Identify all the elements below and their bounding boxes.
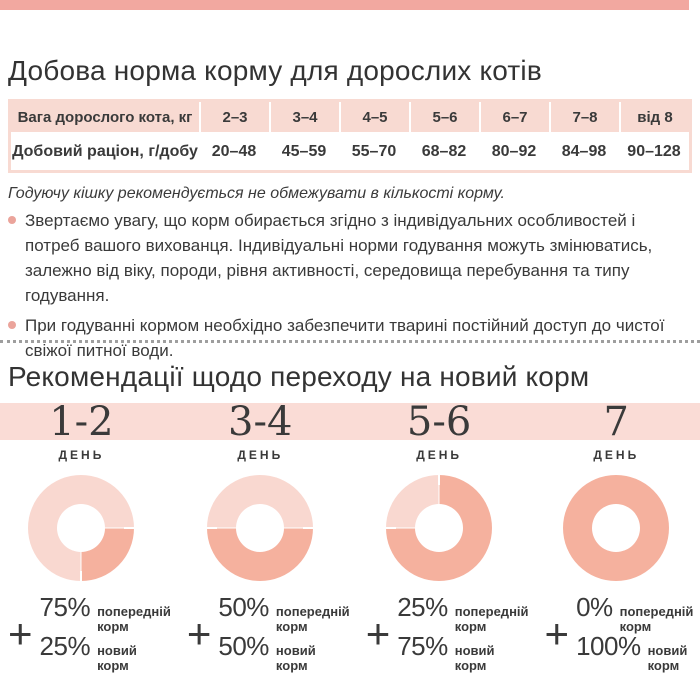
donut-hole: [57, 504, 106, 552]
list-item: При годуванні кормом необхідно забезпечи…: [8, 313, 694, 363]
donut-hole: [236, 504, 285, 552]
day-word: ДЕНЬ: [416, 448, 463, 462]
table-header-range: 2–3: [199, 102, 269, 134]
day-range: 1-2: [49, 399, 114, 445]
feeding-norm-table: Вага дорослого кота, кг 2–3 3–4 4–5 5–6 …: [8, 99, 692, 173]
plus-icon: +: [365, 610, 391, 657]
table-row-label: Добовий раціон, г/добу: [11, 134, 199, 170]
old-food-pct: 25%: [397, 592, 448, 622]
new-food-label: новий корм: [97, 643, 137, 673]
plus-icon: +: [544, 610, 570, 657]
table-cell-ration: 68–82: [409, 134, 479, 170]
table-header-range: від 8: [619, 102, 689, 134]
old-food-label: попередній корм: [454, 604, 529, 634]
section-title-daily-norm: Добова норма корму для дорослих котів: [8, 55, 542, 86]
donut-chart-day5-6: [386, 475, 493, 581]
day-band: [0, 403, 700, 440]
new-food-pct: 100%: [576, 631, 641, 661]
day-range: 3-4: [228, 399, 293, 445]
new-food-pct: 75%: [397, 631, 448, 661]
transition-step-4: 7 ДЕНЬ + 0% попередній корм 100% новий кор…: [529, 399, 700, 673]
mix-ratio: + 0% попередній корм 100% новий корм: [544, 592, 700, 673]
table-cell-ration: 45–59: [269, 134, 339, 170]
table-header-weight: Вага дорослого кота, кг: [11, 102, 199, 134]
bullet-dot-icon: [8, 216, 16, 224]
old-food-label: попередній корм: [97, 604, 171, 634]
day-word: ДЕНЬ: [237, 448, 284, 462]
table-header-range: 3–4: [269, 102, 339, 134]
top-accent-bar: [0, 0, 689, 10]
donut-chart-day7: [563, 475, 670, 581]
old-food-pct: 0%: [576, 592, 613, 622]
table-header-range: 4–5: [339, 102, 409, 134]
day-range: 7: [603, 399, 629, 445]
table-header-range: 6–7: [479, 102, 549, 134]
day-word: ДЕНЬ: [58, 448, 105, 462]
donut-hole: [415, 504, 464, 552]
transition-step-1: 1-2 ДЕНЬ + 75% попередній корм 25% новий к…: [0, 399, 171, 673]
plus-icon: +: [186, 610, 212, 657]
donut-chart-day1-2: [28, 475, 135, 581]
old-food-pct: 75%: [39, 592, 91, 622]
table-header-range: 7–8: [549, 102, 619, 134]
transition-steps: 1-2 ДЕНЬ + 75% попередній корм 25% новий к…: [0, 399, 700, 673]
nursing-cat-note: Годуючу кішку рекомендується не обмежува…: [8, 185, 505, 202]
table-cell-ration: 84–98: [549, 134, 619, 170]
transition-step-2: 3-4 ДЕНЬ + 50% попередній корм 50% новий к…: [171, 399, 350, 673]
new-food-label: новий корм: [647, 643, 688, 673]
mix-ratio: + 75% попередній корм 25% новий корм: [8, 592, 171, 673]
donut-hole: [592, 504, 641, 552]
day-word: ДЕНЬ: [593, 448, 640, 462]
plus-icon: +: [8, 610, 33, 657]
new-food-label: новий корм: [275, 643, 316, 673]
bullet-dot-icon: [8, 321, 16, 329]
list-item: Звертаємо увагу, що корм обирається згід…: [8, 208, 694, 308]
dotted-divider: [0, 340, 700, 343]
notes-list: Звертаємо увагу, що корм обирається згід…: [8, 208, 694, 368]
day-range: 5-6: [406, 399, 472, 445]
note-text: При годуванні кормом необхідно забезпечи…: [25, 316, 665, 360]
table-cell-ration: 90–128: [619, 134, 689, 170]
table-cell-ration: 20–48: [199, 134, 269, 170]
donut-chart-day3-4: [207, 475, 314, 581]
old-food-label: попередній корм: [275, 604, 350, 634]
mix-ratio: + 50% попередній корм 50% новий корм: [186, 592, 350, 673]
note-text: Звертаємо увагу, що корм обирається згід…: [25, 211, 653, 305]
mix-ratio: + 25% попередній корм 75% новий корм: [365, 592, 529, 673]
new-food-pct: 25%: [39, 631, 91, 661]
table-cell-ration: 55–70: [339, 134, 409, 170]
table-header-range: 5–6: [409, 102, 479, 134]
new-food-pct: 50%: [218, 631, 269, 661]
transition-step-3: 5-6 ДЕНЬ + 25% попередній корм 75% новий к…: [350, 399, 529, 673]
new-food-label: новий корм: [454, 643, 495, 673]
old-food-label: попередній корм: [619, 604, 694, 634]
table-cell-ration: 80–92: [479, 134, 549, 170]
section-title-transition: Рекомендації щодо переходу на новий корм: [8, 361, 590, 392]
old-food-pct: 50%: [218, 592, 269, 622]
